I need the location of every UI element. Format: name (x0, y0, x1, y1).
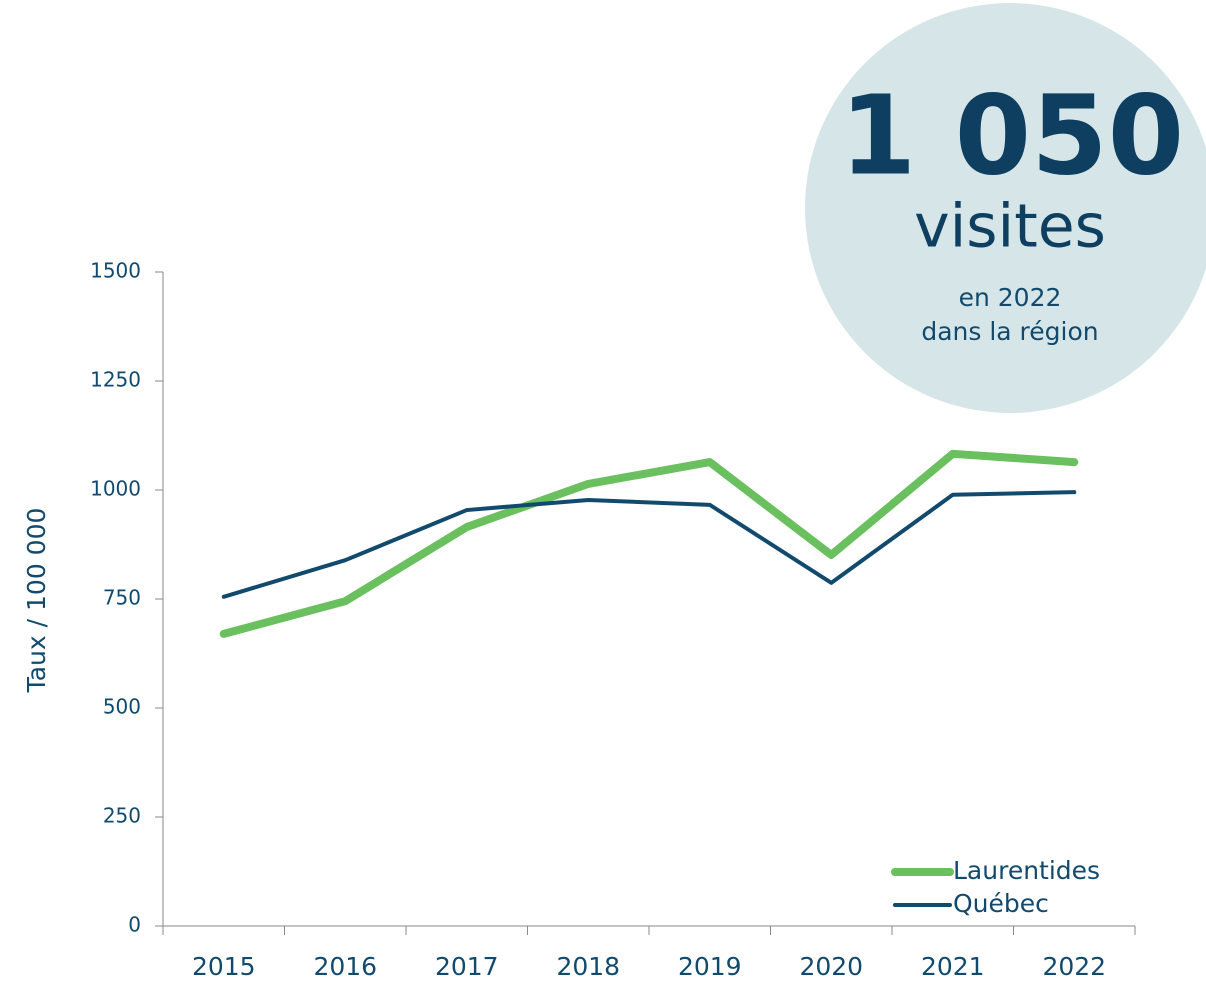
x-tick-label: 2016 (313, 952, 377, 981)
y-tick-label: 500 (103, 695, 141, 719)
highlight-circle (805, 3, 1206, 413)
x-tick-label: 2022 (1042, 952, 1106, 981)
y-tick-label: 1500 (90, 259, 141, 283)
y-tick-label: 1000 (90, 477, 141, 501)
y-tick-label: 750 (103, 586, 141, 610)
x-tick-label: 2019 (678, 952, 742, 981)
highlight-unit: visites (914, 192, 1106, 262)
x-tick-label: 2020 (799, 952, 863, 981)
x-tick-label: 2021 (921, 952, 985, 981)
y-tick-label: 250 (103, 804, 141, 828)
x-tick-label: 2018 (556, 952, 620, 981)
legend-label: Laurentides (953, 856, 1100, 885)
x-tick-label: 2017 (435, 952, 499, 981)
line (221, 490, 1077, 599)
highlight-line: dans la région (921, 317, 1098, 346)
legend-label: Québec (953, 889, 1049, 918)
highlight-line: en 2022 (959, 283, 1062, 312)
highlight-number: 1 050 (840, 71, 1184, 199)
y-tick-label: 0 (128, 913, 141, 937)
y-tick-label: 1250 (90, 368, 141, 392)
x-tick-label: 2015 (192, 952, 256, 981)
line (219, 449, 1079, 638)
y-axis-label: Taux / 100 000 (22, 508, 51, 694)
